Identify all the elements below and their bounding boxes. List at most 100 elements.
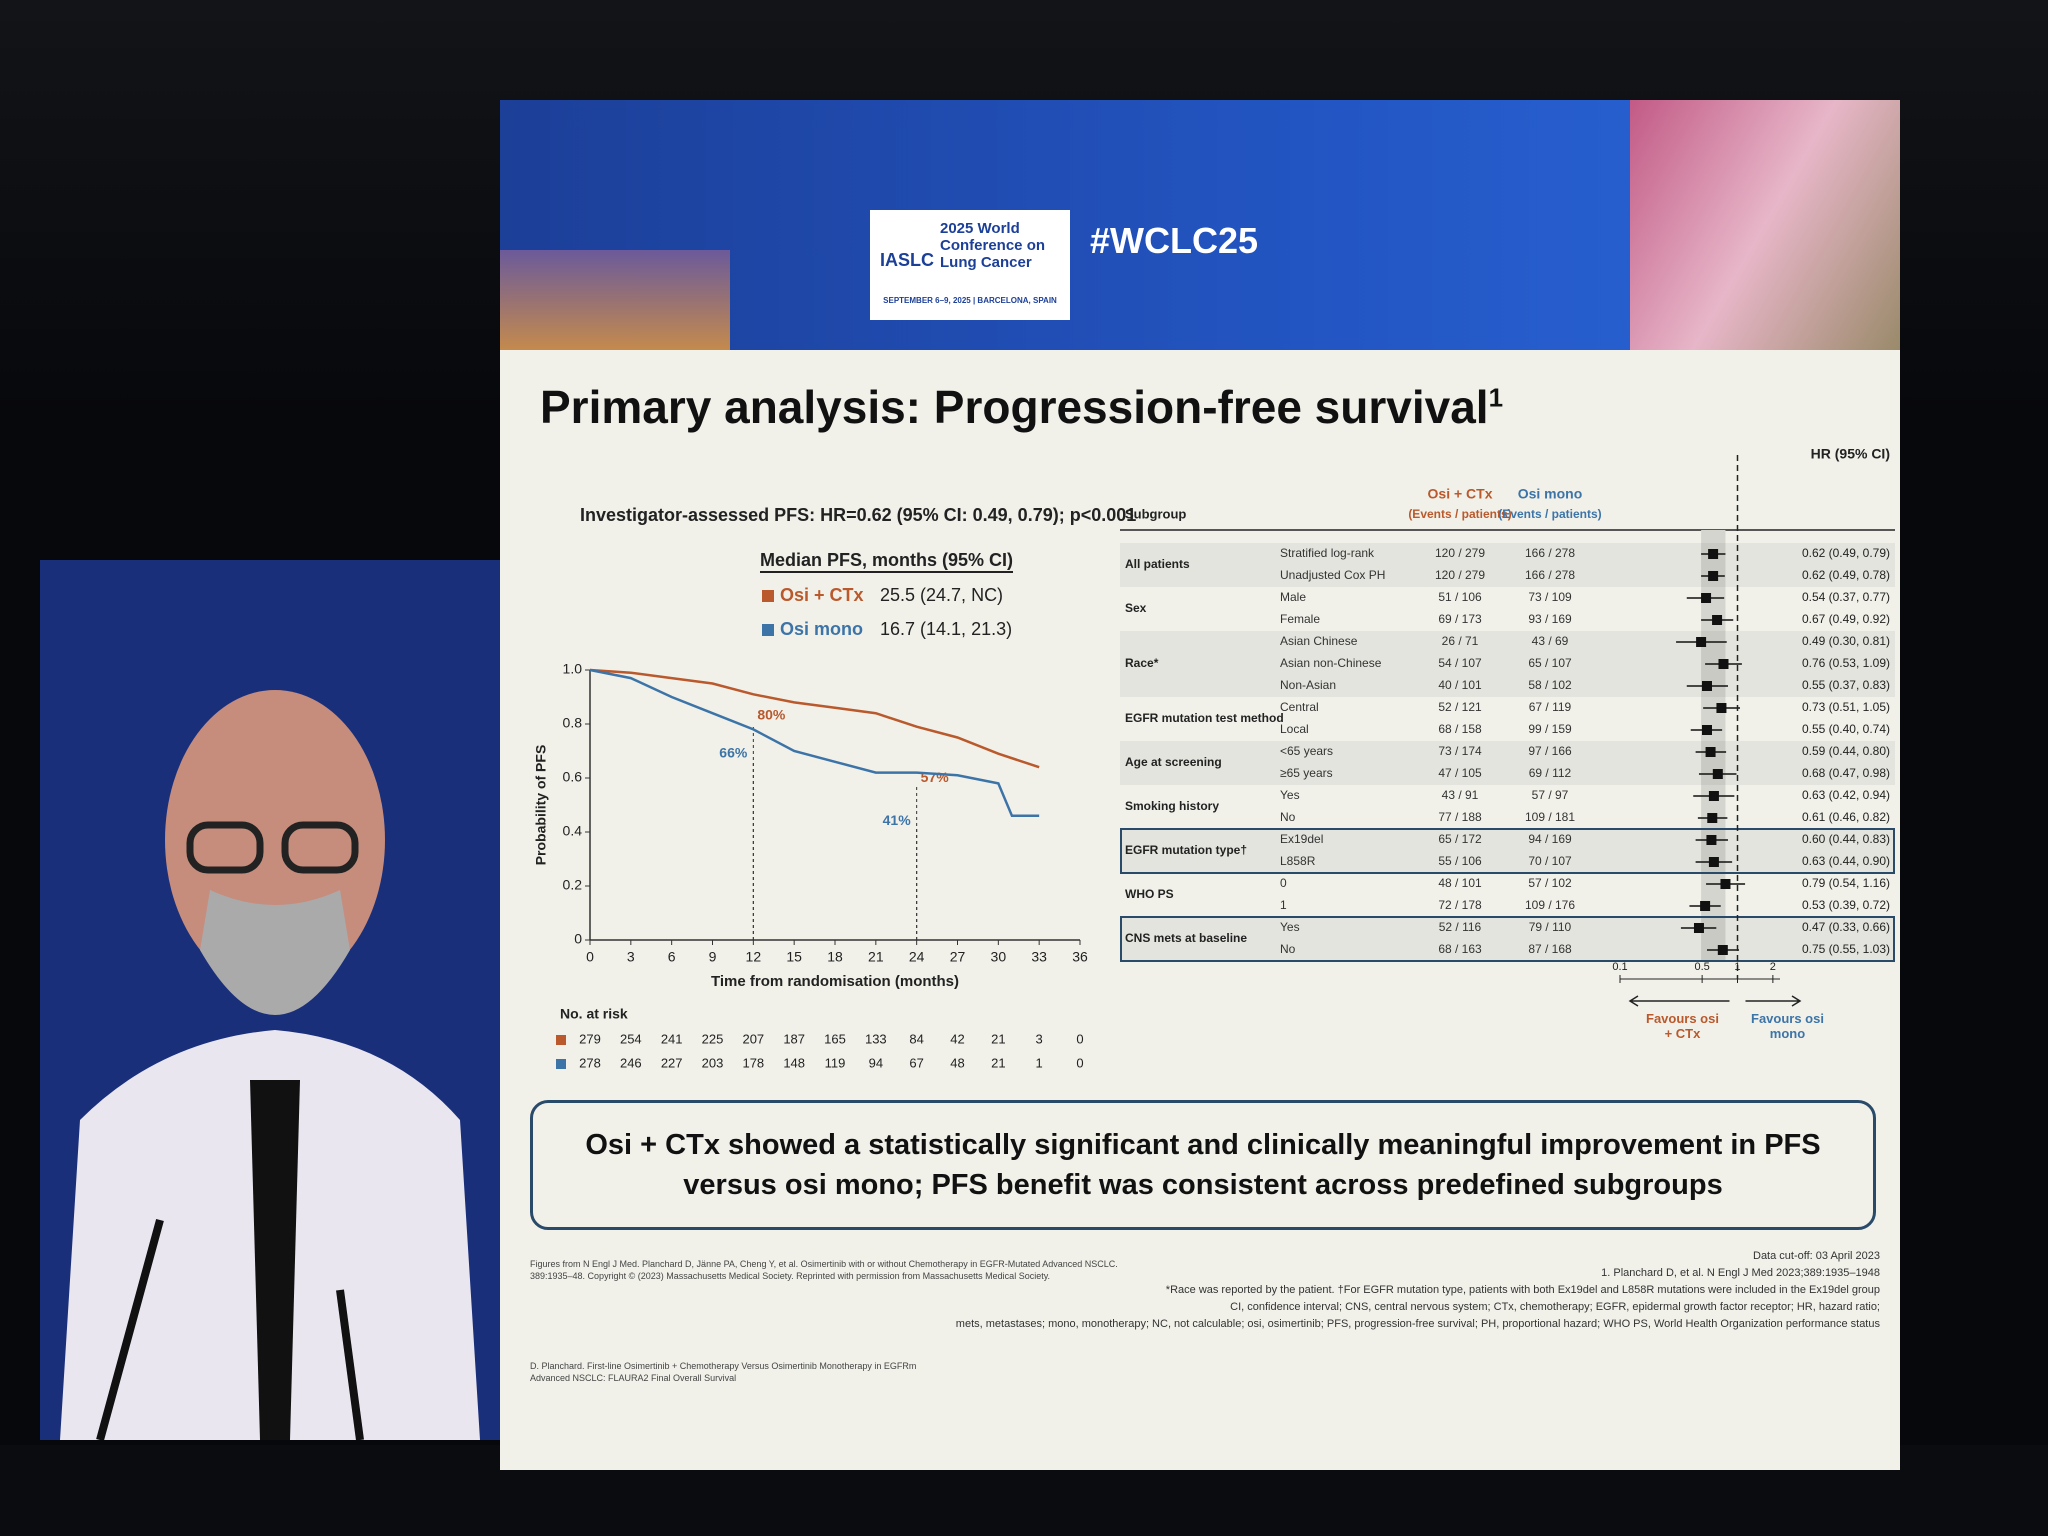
at-risk-count: 279	[579, 1031, 601, 1046]
x-tick-label: 6	[668, 949, 676, 965]
group-label: Race*	[1125, 656, 1159, 670]
hr-label: 0.63 (0.42, 0.94)	[1802, 788, 1890, 802]
group-shade	[1120, 917, 1895, 961]
events-ctx: 52 / 121	[1438, 700, 1482, 714]
group-shade	[1120, 543, 1895, 587]
group-label: WHO PS	[1125, 887, 1174, 901]
hr-square	[1707, 813, 1718, 823]
x-tick-label: 21	[868, 949, 884, 965]
subgroup-label: Local	[1280, 722, 1309, 736]
events-ctx: 47 / 105	[1438, 766, 1482, 780]
legend-swatch	[762, 624, 774, 636]
events-mono: 58 / 102	[1528, 678, 1572, 692]
events-mono: 166 / 278	[1525, 546, 1575, 560]
tie	[250, 1080, 300, 1440]
hr-label: 0.47 (0.33, 0.66)	[1802, 920, 1890, 934]
at-risk-count: 246	[620, 1055, 642, 1070]
subgroup-label: Yes	[1280, 788, 1300, 802]
footnote: Data cut-off: 03 April 2023	[1753, 1250, 1880, 1262]
km-curve	[589, 668, 1040, 818]
at-risk-count: 67	[909, 1055, 923, 1070]
at-risk-count: 207	[742, 1031, 764, 1046]
x-axis-label: Time from randomisation (months)	[711, 973, 959, 990]
events-ctx: 52 / 116	[1439, 920, 1482, 934]
events-mono: 73 / 109	[1528, 590, 1572, 604]
subgroup-label: Yes	[1280, 920, 1300, 934]
events-mono: 97 / 166	[1528, 744, 1572, 758]
at-risk-count: 21	[991, 1031, 1005, 1046]
glasses-right	[281, 821, 359, 874]
at-risk-count: 241	[661, 1031, 683, 1046]
hr-label: 0.76 (0.53, 1.09)	[1802, 656, 1890, 670]
glasses-left	[186, 821, 264, 874]
favours-right: Favours osi mono	[1751, 1011, 1824, 1041]
at-risk-swatch	[556, 1059, 566, 1069]
hr-label: 0.59 (0.44, 0.80)	[1802, 744, 1890, 758]
subgroup-label: Asian Chinese	[1280, 634, 1358, 648]
hr-square	[1716, 703, 1727, 713]
at-risk-count: 84	[909, 1031, 923, 1046]
at-risk-count: 133	[865, 1031, 887, 1046]
at-risk-count: 119	[825, 1055, 846, 1070]
events-mono: 70 / 107	[1528, 854, 1572, 868]
annotation: 66%	[719, 745, 748, 761]
hr-square	[1705, 747, 1716, 757]
events-mono: 94 / 169	[1528, 832, 1572, 846]
at-risk-count: 42	[950, 1031, 964, 1046]
column-header: Subgroup	[1125, 506, 1186, 521]
x-tick-label: 33	[1031, 949, 1047, 965]
org-logo: IASLC	[880, 250, 934, 270]
at-risk-count: 187	[783, 1031, 805, 1046]
group-label: Sex	[1125, 601, 1147, 615]
y-axis-label: Probability of PFS	[533, 745, 549, 866]
subgroup-label: L858R	[1280, 854, 1316, 868]
hr-square	[1717, 945, 1728, 955]
hr-square	[1701, 593, 1712, 603]
slide-title: Primary analysis: Progression-free survi…	[540, 381, 1504, 433]
hr-label: 0.49 (0.30, 0.81)	[1802, 634, 1890, 648]
median-header: Median PFS, months (95% CI)	[760, 550, 1014, 573]
x-tick-label: 27	[950, 949, 966, 965]
annotation: 41%	[883, 812, 912, 828]
events-ctx: 120 / 279	[1435, 546, 1485, 560]
hr-square	[1718, 659, 1729, 669]
at-risk-count: 148	[783, 1055, 805, 1070]
hr-label: 0.73 (0.51, 1.05)	[1802, 700, 1890, 714]
x-tick-label: 18	[827, 949, 843, 965]
citation: Figures from N Engl J Med. Planchard D, …	[530, 1259, 1118, 1281]
hr-square	[1701, 725, 1712, 735]
footnote: mets, metastases; mono, monotherapy; NC,…	[955, 1318, 1880, 1330]
events-ctx: 43 / 91	[1442, 788, 1479, 802]
events-ctx: 54 / 107	[1438, 656, 1482, 670]
events-ctx: 65 / 172	[1438, 832, 1482, 846]
annotation: 57%	[921, 769, 950, 785]
y-tick-label: 0	[574, 931, 582, 947]
events-ctx: 68 / 163	[1438, 942, 1482, 956]
subgroup-label: Asian non-Chinese	[1280, 656, 1382, 670]
hr-square	[1708, 571, 1719, 581]
events-ctx: 68 / 158	[1438, 722, 1482, 736]
events-ctx: 26 / 71	[1442, 634, 1479, 648]
events-ctx: 40 / 101	[1438, 678, 1482, 692]
conference-dates: SEPTEMBER 6–9, 2025 | BARCELONA, SPAIN	[883, 296, 1057, 305]
subgroup-label: 1	[1280, 898, 1287, 912]
hr-label: 0.55 (0.37, 0.83)	[1802, 678, 1890, 692]
subgroup-label: Central	[1280, 700, 1319, 714]
y-tick-label: 0.4	[563, 823, 583, 839]
microphone	[336, 1289, 364, 1440]
column-header: Osi + CTx	[1428, 486, 1493, 502]
at-risk-count: 48	[950, 1055, 964, 1070]
group-label: Age at screening	[1125, 755, 1222, 769]
y-tick-label: 0.8	[563, 715, 583, 731]
hr-label: 0.68 (0.47, 0.98)	[1802, 766, 1890, 780]
km-chart: 00.20.40.60.81.00 3 6 9 12 15 18 21 24 27 30 33 36Ti…	[533, 661, 1088, 1071]
header-photo-left	[500, 250, 730, 350]
y-tick-label: 0.2	[563, 877, 583, 893]
group-highlight	[1120, 916, 1895, 962]
hr-square	[1712, 615, 1723, 625]
hr-label: 0.61 (0.46, 0.82)	[1802, 810, 1890, 824]
group-highlight	[1120, 828, 1895, 874]
median-value: 16.7 (14.1, 21.3)	[880, 619, 1013, 639]
group-shade	[1120, 631, 1895, 697]
subgroup-label: Unadjusted Cox PH	[1280, 568, 1385, 582]
